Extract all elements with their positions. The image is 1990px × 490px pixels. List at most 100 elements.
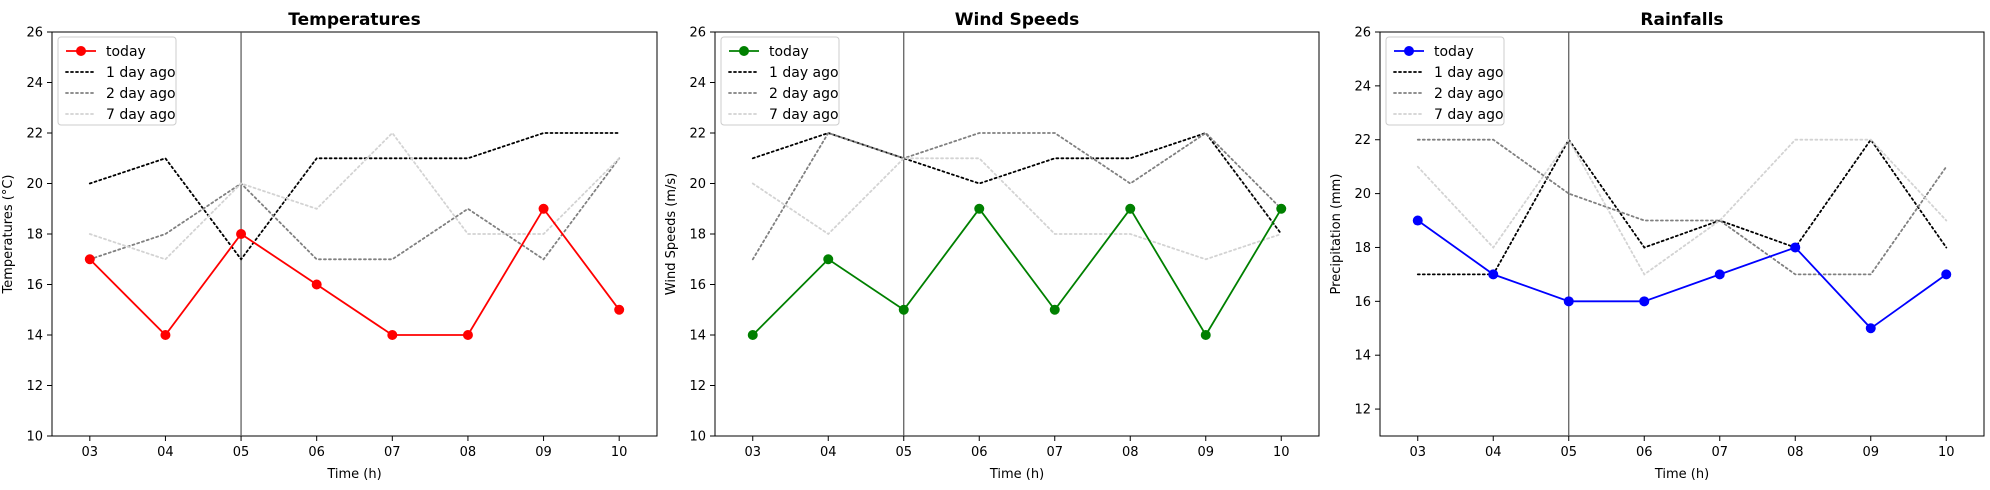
data-point-today — [823, 254, 834, 265]
x-tick-label: 06 — [971, 445, 988, 460]
y-tick-label: 18 — [26, 228, 43, 243]
data-point-today — [1049, 304, 1060, 315]
data-point-today — [1941, 269, 1952, 280]
x-axis-label: Time (h) — [326, 467, 381, 482]
x-tick-label: 10 — [1938, 445, 1955, 460]
legend-label-7-day-ago: 7 day ago — [769, 107, 839, 123]
data-point-today — [614, 304, 625, 315]
data-point-today — [1488, 269, 1499, 280]
y-axis-label: Precipitation (mm) — [1329, 174, 1344, 295]
y-tick-label: 26 — [26, 26, 43, 41]
data-point-today — [1200, 330, 1211, 340]
series-line-1-day-ago — [1416, 138, 1948, 276]
x-tick-label: 03 — [1409, 445, 1426, 460]
x-tick-label: 05 — [895, 445, 912, 460]
legend-label-today: today — [106, 44, 146, 60]
series-line-7-day-ago — [1416, 138, 1948, 276]
x-tick-label: 05 — [233, 445, 250, 460]
data-point-today — [747, 330, 758, 340]
legend: today 1 day ago 2 day ago 7 day ago — [1385, 36, 1505, 126]
x-tick-label: 06 — [308, 445, 325, 460]
series-line-today — [752, 207, 1283, 337]
y-tick-label: 22 — [26, 127, 43, 142]
y-tick-label: 12 — [689, 379, 706, 394]
y-tick-label: 26 — [689, 26, 706, 41]
chart-wind-speeds: Wind Speeds 03 04 05 06 07 08 09 10 10 12 14 16 18 20 2… — [664, 10, 1320, 482]
y-tick-label: 12 — [26, 379, 43, 394]
y-tick-label: 10 — [26, 430, 43, 445]
plot-frame — [1379, 31, 1985, 437]
legend-marker-today — [1404, 46, 1414, 56]
y-tick-label: 14 — [689, 329, 706, 344]
legend-box — [57, 36, 177, 126]
x-axis-label: Time (h) — [1654, 467, 1709, 482]
y-tick-label: 16 — [1354, 295, 1371, 310]
legend-label-1-day-ago: 1 day ago — [769, 65, 839, 81]
legend-box — [720, 36, 840, 126]
x-tick-label: 05 — [1560, 445, 1577, 460]
y-tick-label: 16 — [689, 278, 706, 293]
x-tick-label: 09 — [535, 445, 552, 460]
legend-label-2-day-ago: 2 day ago — [769, 86, 839, 102]
y-tick-label: 24 — [26, 76, 43, 91]
x-tick-label: 03 — [744, 445, 761, 460]
x-tick-label: 04 — [1485, 445, 1502, 460]
y-tick-label: 20 — [26, 177, 43, 192]
y-tick-label: 10 — [689, 430, 706, 445]
y-axis-label: Temperatures (°C) — [1, 175, 16, 295]
legend-label-1-day-ago: 1 day ago — [106, 65, 176, 81]
legend-label-2-day-ago: 2 day ago — [106, 86, 176, 102]
x-tick-label: 09 — [1862, 445, 1879, 460]
x-axis-label: Time (h) — [989, 467, 1044, 482]
y-tick-label: 24 — [1354, 79, 1371, 94]
legend-label-7-day-ago: 7 day ago — [106, 107, 176, 123]
series-line-7-day-ago — [751, 157, 1283, 261]
series-line-1-day-ago — [88, 132, 621, 261]
data-point-today — [1714, 269, 1725, 280]
series-line-2-day-ago — [88, 157, 621, 261]
y-tick-label: 14 — [1354, 349, 1371, 364]
series-line-2-day-ago — [1416, 138, 1948, 276]
chart-title: Rainfalls — [1640, 10, 1723, 30]
y-tick-label: 24 — [689, 76, 706, 91]
legend: today 1 day ago 2 day ago 7 day ago — [57, 36, 177, 126]
y-tick-label: 26 — [1354, 26, 1371, 41]
data-point-today — [160, 330, 171, 340]
x-tick-label: 09 — [1197, 445, 1214, 460]
chart-rainfalls: Rainfalls 03 04 05 06 07 08 09 10 12 14 16 18 20 22 24 2… — [1329, 10, 1985, 482]
y-tick-label: 22 — [689, 127, 706, 142]
x-tick-label: 08 — [460, 445, 477, 460]
chart-title: Temperatures — [288, 10, 420, 30]
data-point-today — [84, 254, 95, 265]
y-tick-label: 20 — [689, 177, 706, 192]
y-tick-label: 18 — [1354, 241, 1371, 256]
data-point-today — [1865, 323, 1876, 334]
y-tick-label: 12 — [1354, 403, 1371, 418]
data-point-today — [462, 330, 473, 340]
x-tick-label: 03 — [82, 445, 99, 460]
series-line-today — [89, 207, 620, 337]
data-point-today — [1639, 296, 1650, 307]
y-axis-label: Wind Speeds (m/s) — [664, 173, 679, 295]
x-tick-label: 10 — [1273, 445, 1290, 460]
legend-label-1-day-ago: 1 day ago — [1434, 65, 1504, 81]
data-point-today — [974, 203, 985, 214]
x-tick-label: 08 — [1787, 445, 1804, 460]
y-tick-label: 22 — [1354, 133, 1371, 148]
series-line-7-day-ago — [88, 131, 621, 261]
data-point-today — [1790, 242, 1801, 253]
y-tick-label: 18 — [689, 228, 706, 243]
data-point-today — [1125, 203, 1136, 214]
series-line-today — [1417, 219, 1947, 330]
chart-title: Wind Speeds — [955, 10, 1080, 30]
legend-box — [1385, 36, 1505, 126]
x-tick-label: 07 — [1046, 445, 1063, 460]
data-point-today — [538, 203, 549, 214]
legend-label-today: today — [769, 44, 809, 60]
x-tick-label: 08 — [1122, 445, 1139, 460]
series-line-2-day-ago — [751, 131, 1283, 261]
legend-marker-today — [739, 46, 749, 56]
legend-label-today: today — [1434, 44, 1474, 60]
data-point-today — [236, 229, 247, 239]
